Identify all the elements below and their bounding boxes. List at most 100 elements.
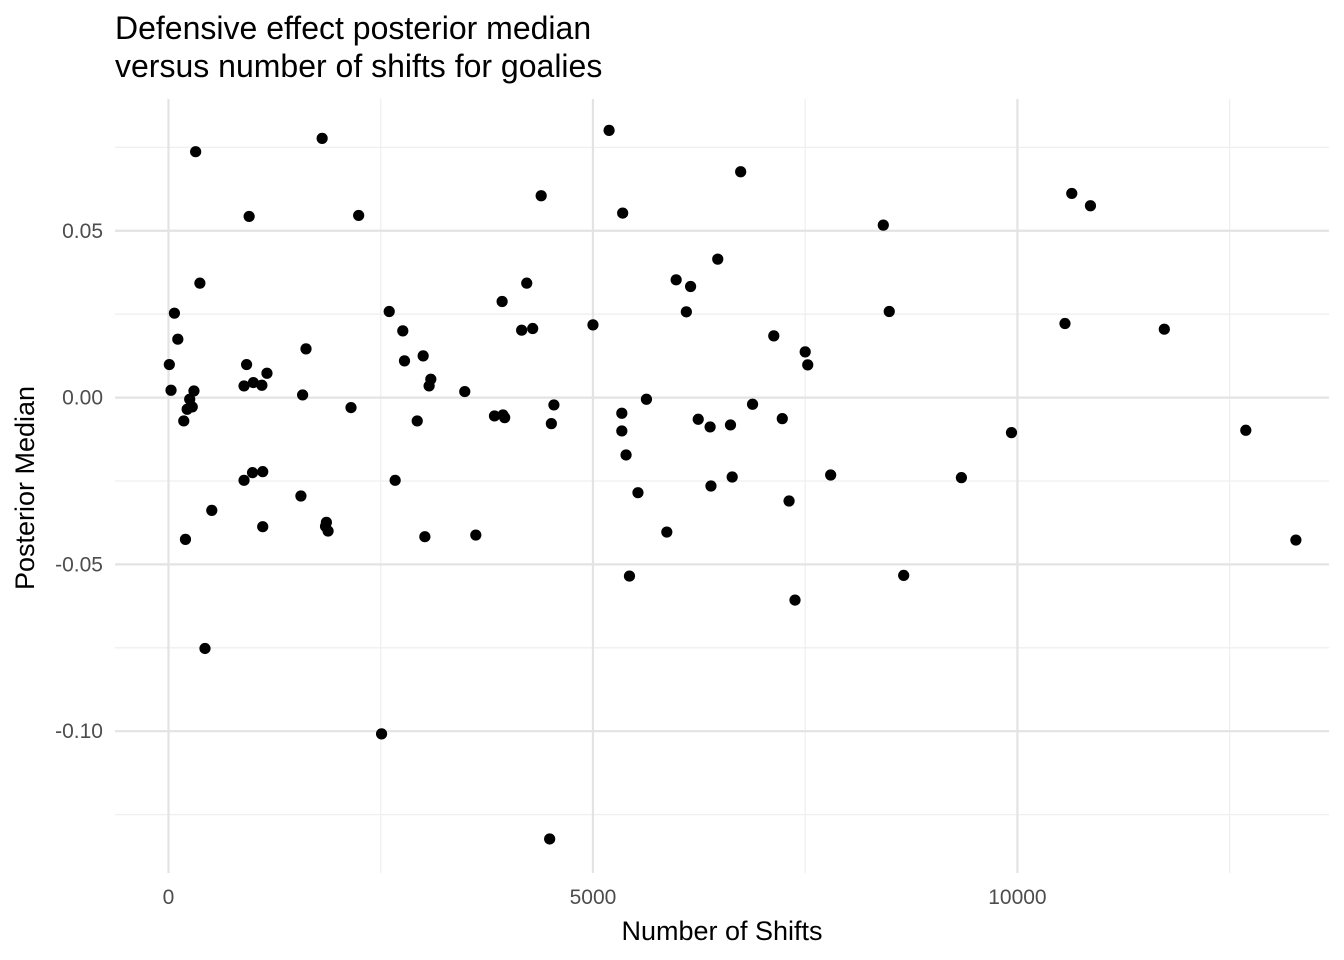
data-point [955,472,968,484]
data-points [163,124,1302,845]
data-point [165,384,177,396]
data-point [548,399,560,411]
data-point [238,380,250,392]
data-point [206,504,218,516]
data-point [883,305,895,318]
y-tick-label: 0.00 [62,387,103,410]
data-point [623,570,636,582]
data-point [799,346,811,358]
data-point [620,449,632,461]
data-point [496,295,508,308]
data-point [527,322,539,335]
data-point [776,413,788,425]
data-point [1005,427,1018,439]
data-point [680,306,692,318]
data-point [1059,317,1071,330]
data-point [411,415,423,427]
data-point [616,407,628,419]
data-point [316,132,328,144]
data-point [545,418,557,430]
y-tick-label: -0.10 [55,720,103,743]
data-point [535,190,547,202]
data-point [419,531,431,543]
data-point [735,166,747,178]
data-point [194,277,206,289]
x-tick-label: 5000 [570,886,617,909]
data-point [704,421,716,433]
data-point [257,466,269,478]
data-point [297,389,309,401]
data-point [256,379,268,391]
chart-title-line-2: versus number of shifts for goalies [115,48,602,84]
data-point [692,413,704,425]
data-point [544,833,556,845]
data-point [632,487,644,499]
data-point [1290,534,1302,546]
x-tick-label: 10000 [988,886,1046,909]
y-axis-title: Posterior Median [10,386,40,590]
data-point [1066,187,1078,200]
data-point [186,401,198,413]
data-point [521,277,533,289]
data-point [470,529,482,541]
data-point [247,376,259,389]
x-tick-label: 0 [163,886,175,909]
data-point [389,474,401,486]
data-point [238,474,250,486]
data-point [726,471,738,483]
data-point [188,385,200,397]
data-point [168,307,181,319]
data-point [398,355,411,367]
data-point [320,516,332,528]
data-point [295,490,307,502]
tick-labels: 0 5000 10000 -0.10 -0.05 0.00 0.05 [55,220,1047,909]
data-point [240,358,253,371]
data-point [190,146,202,158]
data-point [488,410,501,422]
y-tick-label: -0.05 [55,553,103,576]
data-point [825,469,837,481]
data-point [425,373,437,385]
data-point [172,333,184,345]
data-point [322,525,334,537]
data-point [199,642,211,655]
data-point [1240,424,1252,436]
data-point [616,425,628,437]
data-point [712,253,724,265]
data-point [459,385,471,398]
data-point [783,495,795,507]
data-point [603,124,615,136]
data-point [397,325,409,337]
data-point [383,305,395,318]
data-point [1084,200,1097,212]
chart-title-line-1: Defensive effect posterior median [115,10,591,46]
data-point [257,521,269,533]
data-point [243,210,255,223]
x-axis-title: Number of Shifts [621,916,822,946]
data-point [802,359,814,371]
data-point [587,319,599,331]
data-point [724,419,737,431]
data-point [877,219,889,231]
data-point [345,401,357,414]
data-point [246,467,259,479]
data-point [179,533,192,545]
data-point [705,480,717,492]
data-point [375,728,388,740]
data-point [516,324,528,336]
data-point [417,350,429,362]
data-point [499,412,511,424]
data-point [178,415,190,427]
data-point [163,358,175,371]
data-point [670,274,682,286]
data-point [261,367,273,379]
grid-lines [115,99,1329,873]
data-point [746,398,759,410]
data-point [640,393,653,405]
y-tick-label: 0.05 [62,220,103,243]
data-point [661,526,673,538]
data-point [898,569,910,582]
data-point [684,280,697,293]
